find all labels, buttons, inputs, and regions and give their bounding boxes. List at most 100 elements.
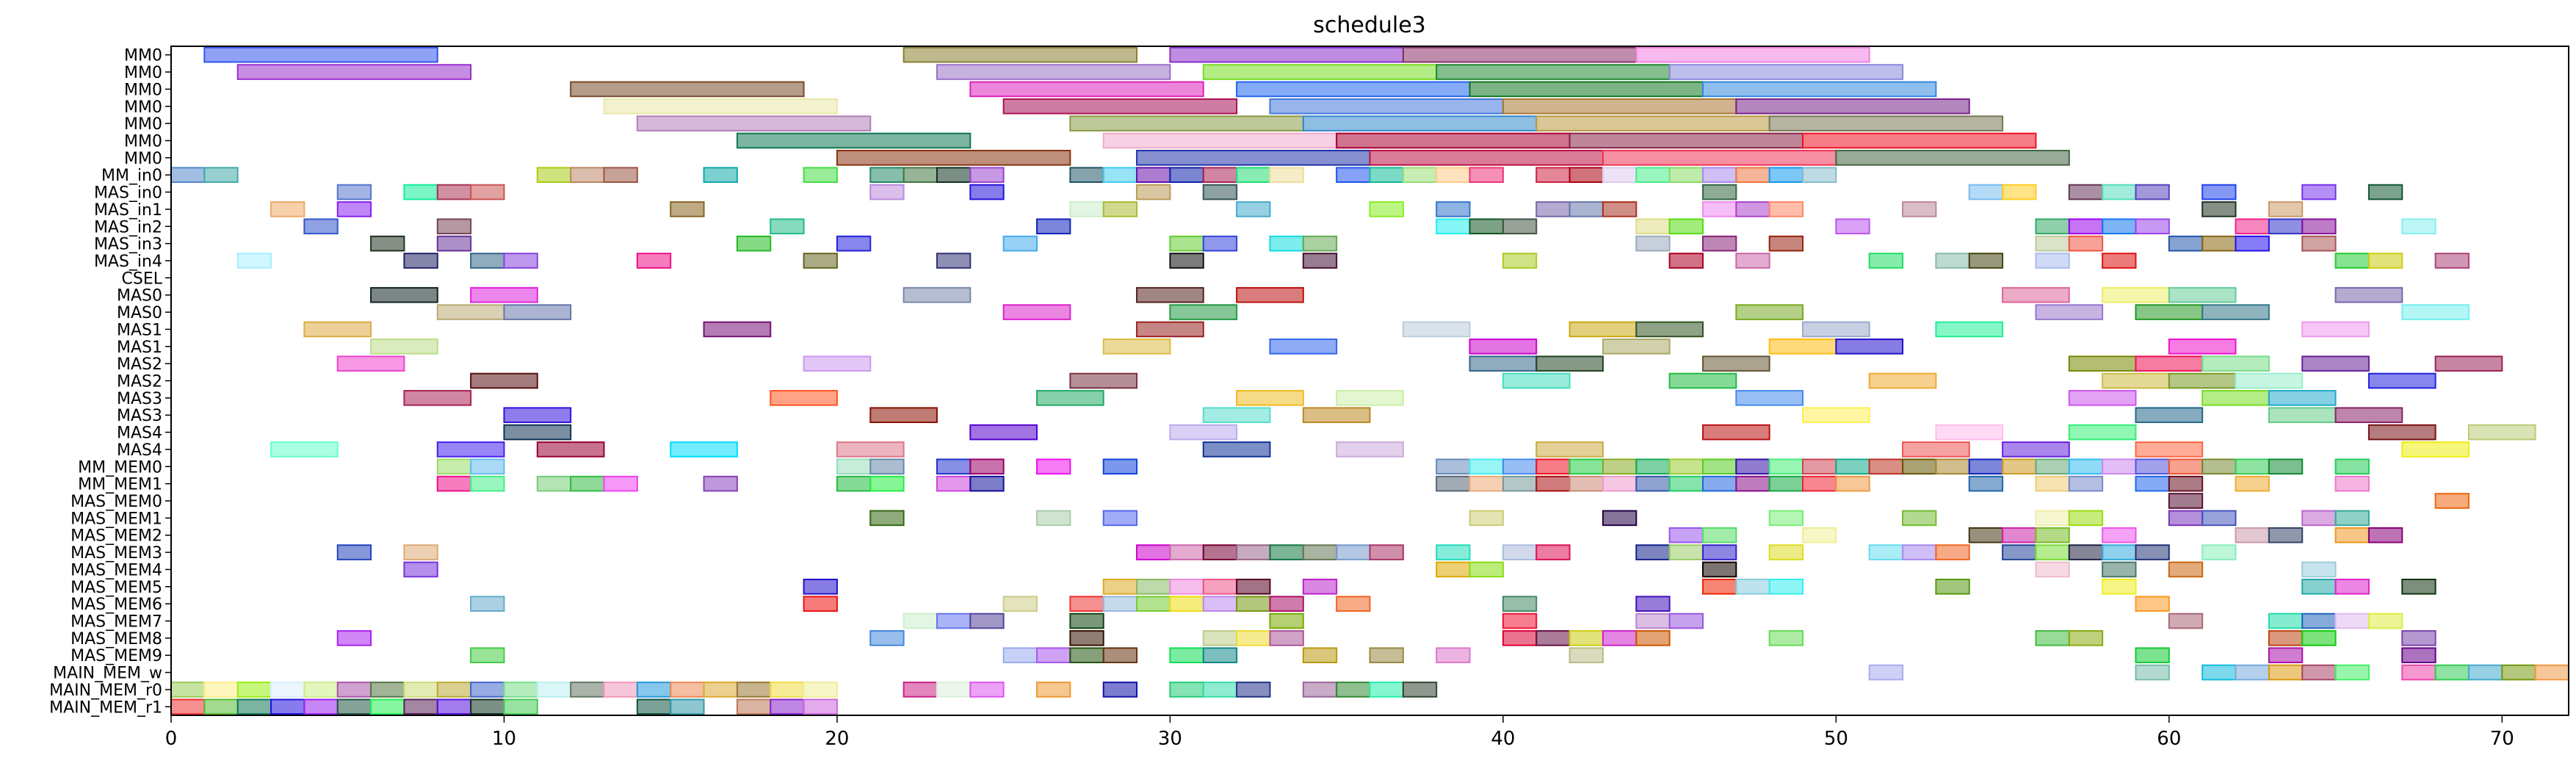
schedule-bar xyxy=(1136,321,1204,338)
schedule-bar xyxy=(1336,132,1571,149)
schedule-bar xyxy=(1002,235,1038,252)
schedule-bar xyxy=(1002,98,1238,115)
schedule-bar xyxy=(869,458,905,475)
schedule-bar xyxy=(236,698,272,715)
schedule-bar xyxy=(1635,544,1671,560)
schedule-bar xyxy=(902,46,1138,63)
schedule-bar xyxy=(2334,510,2370,527)
y-tick-label: MAS_in3 xyxy=(94,236,162,254)
schedule-bar xyxy=(1768,578,1804,595)
schedule-bar xyxy=(1436,458,1471,475)
schedule-bar xyxy=(470,286,538,303)
schedule-bar xyxy=(436,184,472,200)
schedule-bar xyxy=(1569,647,1604,664)
y-tick-label: MM0 xyxy=(124,98,162,117)
schedule-bar xyxy=(370,682,405,698)
schedule-bar xyxy=(1502,612,1538,629)
schedule-bar xyxy=(2467,424,2536,441)
schedule-bar xyxy=(636,698,672,715)
schedule-bar xyxy=(803,596,838,612)
schedule-bar xyxy=(1469,475,1504,492)
schedule-bar xyxy=(1236,544,1271,560)
schedule-bar xyxy=(1402,46,1638,63)
schedule-bar xyxy=(2002,184,2037,200)
x-tick-label: 50 xyxy=(1824,728,1848,750)
x-tick-label: 10 xyxy=(492,728,516,750)
schedule-bar xyxy=(1069,372,1138,389)
schedule-bar xyxy=(869,407,938,424)
schedule-bar xyxy=(1236,167,1271,184)
schedule-bar xyxy=(836,235,872,252)
schedule-bar xyxy=(470,184,505,200)
schedule-bar xyxy=(969,612,1005,629)
schedule-bar xyxy=(236,253,272,269)
schedule-bar xyxy=(2235,458,2270,475)
schedule-bar xyxy=(1535,355,1604,372)
schedule-bar xyxy=(1436,475,1471,492)
schedule-bar xyxy=(270,698,305,715)
schedule-bar xyxy=(1768,544,1804,560)
schedule-bar xyxy=(1269,544,1304,560)
schedule-bar xyxy=(2235,475,2270,492)
schedule-bar xyxy=(969,682,1005,698)
schedule-bar xyxy=(1635,321,1704,338)
y-tick-label: MAS_in4 xyxy=(94,253,162,271)
schedule-bar xyxy=(1469,338,1538,355)
y-tick-label: MAS3 xyxy=(117,407,162,425)
schedule-bar xyxy=(1069,201,1104,217)
schedule-bar xyxy=(1069,167,1104,184)
schedule-bar xyxy=(1835,475,1870,492)
schedule-bar xyxy=(969,458,1005,475)
schedule-bar xyxy=(470,372,538,389)
schedule-bar xyxy=(470,596,505,612)
schedule-bar xyxy=(1302,682,1338,698)
schedule-bar xyxy=(536,475,572,492)
schedule-bar xyxy=(1202,235,1238,252)
schedule-bar xyxy=(1202,596,1238,612)
schedule-bar xyxy=(1036,682,1071,698)
schedule-bar xyxy=(2102,561,2137,578)
schedule-bar xyxy=(1202,167,1238,184)
schedule-bar xyxy=(436,218,472,235)
schedule-bar xyxy=(1569,167,1604,184)
schedule-bar xyxy=(236,682,272,698)
schedule-bar xyxy=(1535,441,1604,458)
schedule-bar xyxy=(1369,647,1404,664)
schedule-bar xyxy=(803,253,838,269)
schedule-bar xyxy=(2035,304,2104,320)
schedule-bar xyxy=(2201,510,2237,527)
schedule-bar xyxy=(1202,544,1238,560)
schedule-bar xyxy=(2334,458,2370,475)
schedule-bar xyxy=(2367,372,2436,389)
bars-layer xyxy=(170,46,2570,715)
schedule-bar xyxy=(336,355,405,372)
schedule-bar xyxy=(1369,544,1404,560)
y-tick-label: MAS_MEM6 xyxy=(70,596,162,614)
schedule-bar xyxy=(770,218,805,235)
schedule-bar xyxy=(603,167,638,184)
schedule-bar xyxy=(603,475,638,492)
schedule-bar xyxy=(1635,458,1671,475)
schedule-bar xyxy=(2068,390,2137,406)
schedule-bar xyxy=(1635,630,1671,646)
schedule-bar xyxy=(1202,630,1238,646)
schedule-bar xyxy=(1935,253,1970,269)
schedule-bar xyxy=(2301,664,2337,681)
schedule-bar xyxy=(2068,458,2104,475)
schedule-bar xyxy=(503,424,572,441)
schedule-bar xyxy=(670,201,705,217)
schedule-bar xyxy=(203,698,239,715)
schedule-bar xyxy=(2434,355,2503,372)
schedule-bar xyxy=(2235,372,2304,389)
schedule-bar xyxy=(336,630,372,646)
schedule-bar xyxy=(1535,167,1571,184)
schedule-bar xyxy=(2301,235,2337,252)
schedule-bar xyxy=(403,698,438,715)
schedule-bar xyxy=(2401,630,2436,646)
schedule-bar xyxy=(1602,630,1638,646)
schedule-bar xyxy=(2301,561,2337,578)
schedule-bar xyxy=(703,475,738,492)
schedule-bar xyxy=(1768,475,1804,492)
schedule-bar xyxy=(1369,201,1404,217)
schedule-bar xyxy=(1701,424,1770,441)
